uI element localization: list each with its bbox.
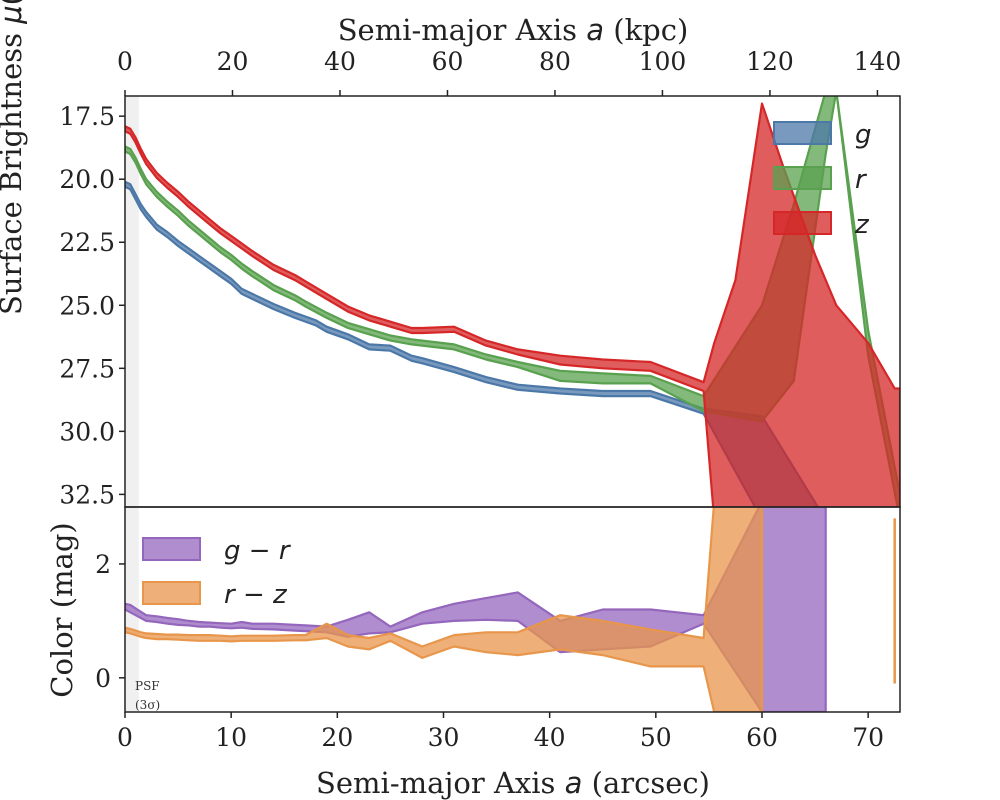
legend-swatch-r	[774, 167, 831, 189]
sb-y-tick-label: 32.5	[59, 480, 115, 509]
legend-swatch-z	[774, 212, 831, 234]
surface-brightness-chart: 0 10 20 30 40 50 60 700 20 40 60 80 100 120 14017.520.…	[0, 0, 1000, 800]
legend-label-color-1: r − z	[224, 580, 288, 610]
x-tick-label: 70	[852, 723, 884, 752]
x-tick-label: 40	[534, 723, 566, 752]
top-x-axis-title: Semi-major Axis a (kpc)	[338, 13, 689, 47]
x-tick-label: 20	[321, 723, 353, 752]
sb-y-tick-label: 30.0	[59, 417, 115, 446]
legend-label-r: r	[855, 165, 868, 195]
top-y-axis-title: Surface Brightness μ(a) (mag arcsec−2)	[0, 0, 28, 315]
x-tick-label: 30	[428, 723, 460, 752]
kpc-tick-label: 120	[746, 47, 794, 76]
kpc-tick-label: 60	[432, 47, 464, 76]
sb-y-tick-label: 25.0	[59, 291, 115, 320]
kpc-tick-label: 80	[539, 47, 571, 76]
sb-y-tick-label: 22.5	[59, 228, 115, 257]
kpc-tick-label: 140	[854, 47, 902, 76]
x-tick-label: 60	[746, 723, 778, 752]
color-y-tick-label: 2	[95, 550, 111, 579]
kpc-tick-label: 0	[117, 47, 133, 76]
x-tick-label: 0	[117, 723, 133, 752]
bottom-x-axis-title: Semi-major Axis a (arcsec)	[316, 766, 710, 800]
kpc-tick-label: 100	[639, 47, 687, 76]
sb-y-tick-label: 17.5	[59, 102, 115, 131]
legend-swatch-color-1	[143, 582, 200, 604]
legend-swatch-g	[774, 122, 831, 144]
kpc-tick-label: 20	[217, 47, 249, 76]
legend-label-z: z	[854, 210, 870, 240]
color-y-tick-label: 0	[95, 664, 111, 693]
psf-annotation-sigma: (3σ)	[135, 698, 160, 712]
x-tick-label: 10	[215, 723, 247, 752]
sb-y-tick-label: 20.0	[59, 165, 115, 194]
bottom-y-axis-title: Color (mag)	[45, 522, 79, 697]
x-tick-label: 50	[640, 723, 672, 752]
legend-label-color-0: g − r	[224, 536, 292, 566]
legend-label-g: g	[855, 120, 872, 150]
legend-swatch-color-0	[143, 538, 200, 560]
sb-y-tick-label: 27.5	[59, 354, 115, 383]
psf-annotation: PSF	[135, 679, 160, 693]
kpc-tick-label: 40	[324, 47, 356, 76]
